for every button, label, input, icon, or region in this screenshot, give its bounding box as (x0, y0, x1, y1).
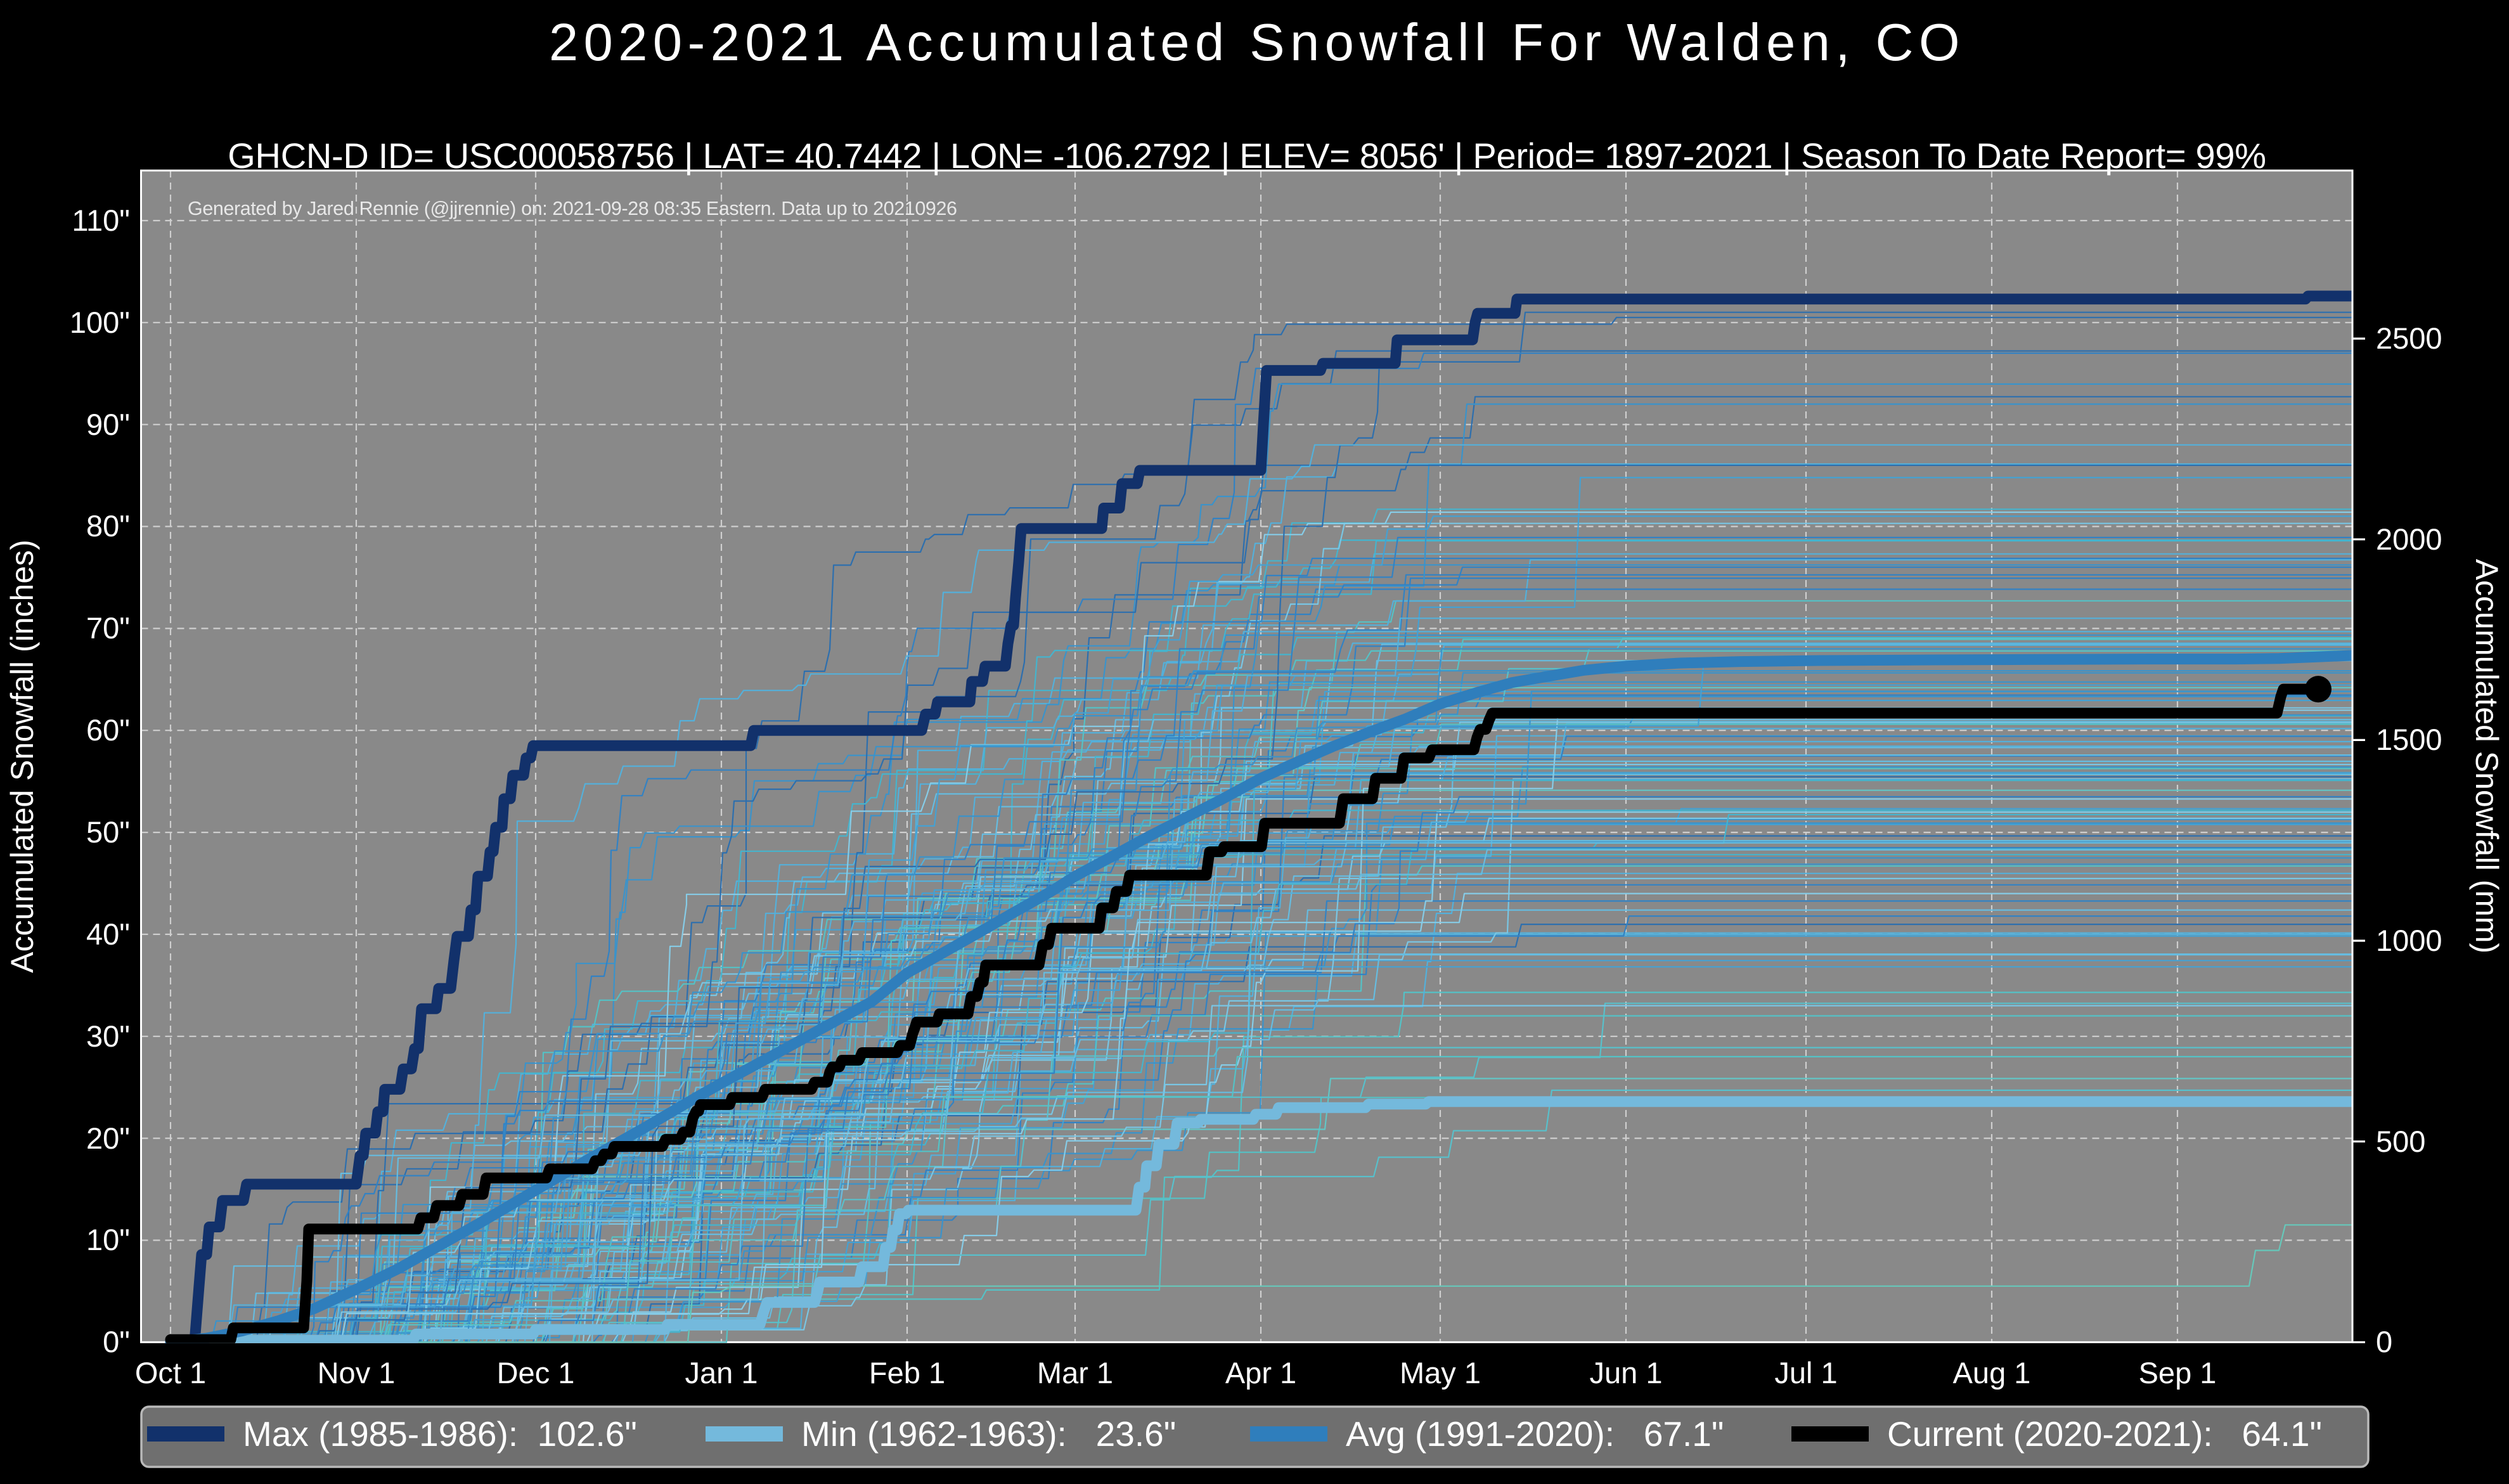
svg-text:Nov 1: Nov 1 (318, 1356, 396, 1390)
svg-text:2500: 2500 (2376, 321, 2442, 355)
svg-text:2000: 2000 (2376, 522, 2442, 556)
svg-text:Sep 1: Sep 1 (2139, 1356, 2217, 1390)
svg-text:80": 80" (86, 509, 130, 543)
svg-text:Dec 1: Dec 1 (497, 1356, 575, 1390)
svg-text:Accumulated Snowfall (mm): Accumulated Snowfall (mm) (2469, 559, 2505, 953)
svg-text:1000: 1000 (2376, 924, 2442, 957)
svg-text:2020-2021 Accumulated Snowfall: 2020-2021 Accumulated Snowfall For Walde… (549, 13, 1965, 72)
svg-text:Jan 1: Jan 1 (685, 1356, 758, 1390)
svg-text:Jul 1: Jul 1 (1774, 1356, 1837, 1390)
svg-text:60": 60" (86, 713, 130, 747)
svg-text:Mar 1: Mar 1 (1037, 1356, 1113, 1390)
svg-text:50": 50" (86, 815, 130, 849)
svg-text:Oct 1: Oct 1 (135, 1356, 206, 1390)
svg-text:30": 30" (86, 1019, 130, 1053)
svg-text:Min (1962-1963): 23.6": Min (1962-1963): 23.6" (801, 1414, 1176, 1454)
svg-text:Generated by Jared Rennie (@jj: Generated by Jared Rennie (@jjrennie) on… (188, 198, 957, 219)
svg-text:Apr 1: Apr 1 (1225, 1356, 1296, 1390)
svg-text:GHCN-D ID= USC00058756 | LAT=: GHCN-D ID= USC00058756 | LAT= 40.7442 | … (228, 136, 2266, 176)
svg-text:500: 500 (2376, 1125, 2425, 1158)
svg-text:Jun 1: Jun 1 (1590, 1356, 1663, 1390)
svg-text:May 1: May 1 (1400, 1356, 1481, 1390)
svg-text:110": 110" (72, 203, 130, 237)
svg-text:100": 100" (70, 306, 130, 339)
svg-text:Feb 1: Feb 1 (869, 1356, 945, 1390)
svg-text:Avg (1991-2020): 67.1": Avg (1991-2020): 67.1" (1346, 1414, 1724, 1454)
svg-text:10": 10" (86, 1223, 130, 1256)
svg-text:70": 70" (86, 611, 130, 645)
svg-text:1500: 1500 (2376, 723, 2442, 756)
svg-text:Aug 1: Aug 1 (1953, 1356, 2031, 1390)
svg-text:Accumulated Snowfall (inches): Accumulated Snowfall (inches) (4, 539, 40, 973)
svg-text:0: 0 (2376, 1325, 2392, 1358)
svg-text:Current (2020-2021): 64.1": Current (2020-2021): 64.1" (1887, 1414, 2322, 1454)
svg-text:Max (1985-1986): 102.6": Max (1985-1986): 102.6" (243, 1414, 637, 1454)
svg-text:0": 0" (103, 1325, 130, 1358)
svg-text:20": 20" (86, 1121, 130, 1155)
svg-text:90": 90" (86, 408, 130, 441)
svg-text:40": 40" (86, 917, 130, 951)
